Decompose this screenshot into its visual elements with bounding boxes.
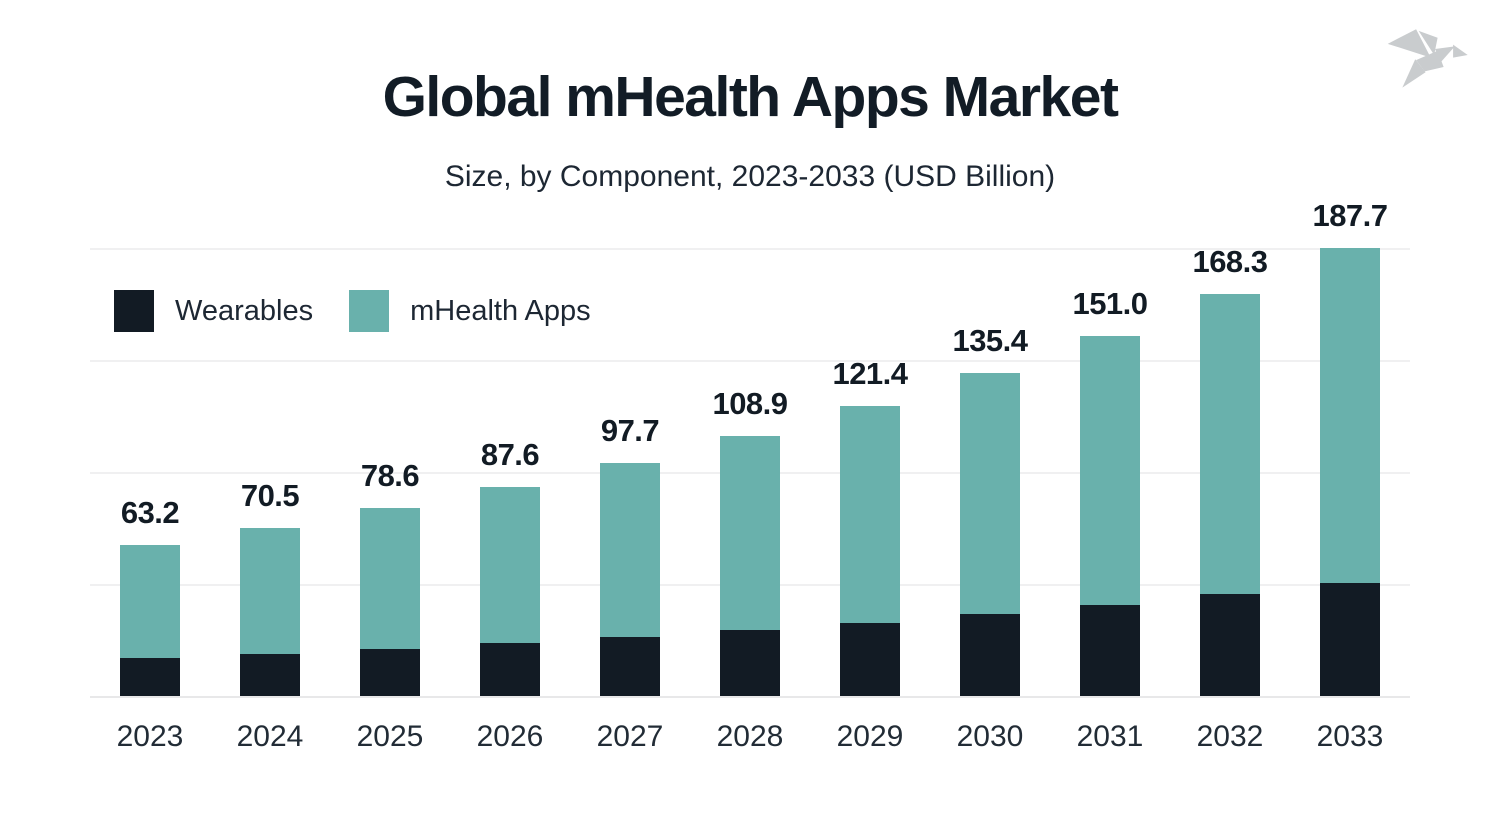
bar-value-label: 70.5 [240, 477, 300, 513]
bar-value-label: 168.3 [1192, 244, 1268, 280]
bar-value-label: 87.6 [480, 436, 540, 472]
stacked-bar [240, 527, 300, 696]
bar-value-label: 97.7 [600, 412, 660, 448]
origami-bird-icon [1386, 20, 1472, 90]
bar-value-label: 63.2 [120, 495, 180, 531]
x-axis-label: 2023 [116, 720, 184, 753]
segment-wearables [120, 657, 180, 696]
legend-item-mhealth-apps: mHealth Apps [349, 290, 591, 332]
segment-mhealth-apps [600, 462, 660, 637]
gridline [90, 696, 1410, 698]
gridline [90, 360, 1410, 362]
bar-value-label: 187.7 [1312, 198, 1388, 233]
segment-wearables [1200, 594, 1260, 696]
x-axis-label: 2027 [596, 720, 664, 753]
bar-value-label: 135.4 [952, 322, 1028, 358]
stacked-bar [1320, 248, 1380, 696]
stacked-bar [840, 406, 900, 696]
segment-wearables [960, 614, 1020, 696]
bar-group-2024: 70.5 2024 [210, 248, 330, 753]
segment-wearables [480, 643, 540, 696]
x-axis-label: 2029 [836, 720, 904, 753]
bar-group-2027: 97.7 2027 [570, 248, 690, 753]
stacked-bar [600, 462, 660, 696]
stacked-bar [360, 508, 420, 696]
bar-value-label: 151.0 [1072, 285, 1148, 321]
segment-mhealth-apps [840, 406, 900, 623]
gridline [90, 248, 1410, 250]
x-axis-label: 2025 [356, 720, 424, 753]
bar-value-label: 78.6 [360, 458, 420, 494]
mhealth-apps-swatch [349, 290, 390, 332]
segment-mhealth-apps [1320, 248, 1380, 583]
stacked-bar [1080, 335, 1140, 696]
segment-wearables [360, 648, 420, 696]
x-axis-label: 2026 [476, 720, 544, 753]
chart-subtitle: Size, by Component, 2023-2033 (USD Billi… [444, 160, 1056, 193]
stacked-bar [1200, 294, 1260, 696]
segment-mhealth-apps [240, 527, 300, 654]
segment-mhealth-apps [360, 508, 420, 649]
stacked-bar [480, 486, 540, 696]
segment-wearables [720, 630, 780, 696]
bar-group-2030: 135.4 2030 [930, 248, 1050, 753]
legend-label-wearables: Wearables [175, 294, 314, 327]
segment-mhealth-apps [720, 436, 780, 631]
bar-group-2033: 187.7 2033 [1290, 198, 1410, 753]
bar-group-2028: 108.9 2028 [690, 248, 810, 753]
chart-title: Global mHealth Apps Market [382, 65, 1119, 129]
bar-group-2032: 168.3 2032 [1170, 244, 1290, 753]
x-axis-label: 2030 [956, 720, 1024, 753]
x-axis-label: 2033 [1316, 720, 1384, 753]
segment-mhealth-apps [960, 372, 1020, 615]
wearables-swatch [114, 290, 154, 332]
legend: Wearables mHealth Apps [114, 290, 591, 332]
plot-area: Wearables mHealth Apps 63.2 2023 70.5 2024 7… [90, 198, 1410, 753]
segment-wearables [240, 653, 300, 696]
segment-mhealth-apps [1080, 335, 1140, 605]
bar-group-2026: 87.6 2026 [450, 248, 570, 753]
bar-value-label: 121.4 [832, 356, 908, 392]
x-axis-label: 2028 [716, 720, 784, 753]
stacked-bar [960, 372, 1020, 696]
stacked-bar [120, 545, 180, 696]
legend-item-wearables: Wearables [114, 290, 313, 332]
legend-label-mhealth-apps: mHealth Apps [410, 294, 591, 327]
segment-mhealth-apps [1200, 294, 1260, 595]
x-axis-label: 2032 [1196, 720, 1264, 753]
segment-wearables [840, 622, 900, 696]
bar-group-2031: 151.0 2031 [1050, 248, 1170, 753]
segment-wearables [1080, 604, 1140, 696]
bar-value-label: 108.9 [712, 386, 788, 422]
segment-wearables [600, 637, 660, 696]
segment-mhealth-apps [120, 545, 180, 658]
x-axis-label: 2024 [236, 720, 304, 753]
x-axis-label: 2031 [1076, 720, 1144, 753]
segment-mhealth-apps [480, 486, 540, 643]
bar-group-2025: 78.6 2025 [330, 248, 450, 753]
stacked-bar [720, 436, 780, 696]
bar-group-2023: 63.2 2023 [90, 248, 210, 753]
segment-wearables [1320, 582, 1380, 696]
bar-group-2029: 121.4 2029 [810, 248, 930, 753]
